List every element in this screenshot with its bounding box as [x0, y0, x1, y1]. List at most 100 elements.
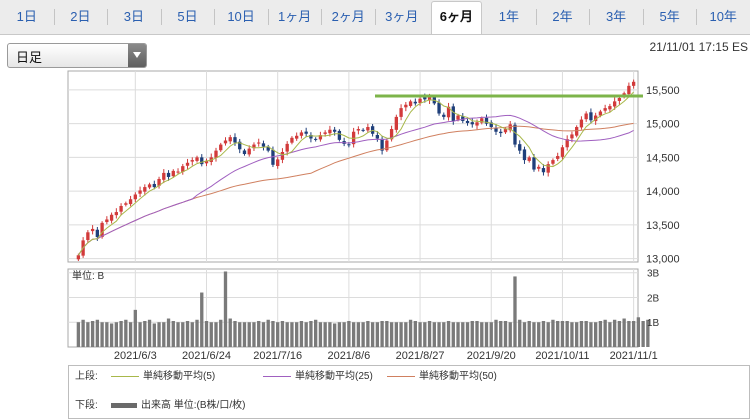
candle-body	[484, 117, 489, 124]
volume-bar	[204, 321, 209, 347]
volume-bar	[631, 321, 636, 347]
candle	[242, 148, 247, 156]
candle	[408, 99, 413, 108]
candle	[195, 155, 199, 163]
candle-body	[309, 134, 313, 139]
tab-5[interactable]: 1ヶ月	[278, 9, 312, 24]
candle-body	[152, 183, 156, 188]
candle	[200, 154, 204, 167]
tab-7[interactable]: 3ヶ月	[385, 9, 419, 24]
candle-body	[314, 138, 318, 140]
legend-volume: 出来高 単位:(B株/口/枚)	[111, 399, 245, 413]
volume-bar	[133, 309, 137, 347]
date-label: 2021/6/3	[114, 350, 157, 362]
ma25-swatch	[263, 375, 291, 377]
tab-2[interactable]: 3日	[123, 9, 145, 24]
tab-3[interactable]: 5日	[177, 9, 198, 24]
candle-body	[304, 131, 308, 134]
candle-body	[446, 106, 451, 118]
volume-bar	[370, 322, 375, 347]
candle-body	[427, 96, 432, 101]
volume-bar	[276, 322, 280, 347]
legend-upper-row: 上段: 単純移動平均(5) 単純移動平均(25) 単純移動平均(50)	[75, 370, 735, 384]
volume-bar	[413, 321, 417, 347]
timestamp: 21/11/01 17:15 ES	[649, 40, 748, 54]
period-tabs: 1日 2日 3日 5日 10日 1ヶ月 2ヶ月 3ヶ月 6ヶ月 1年 2年 3年 5年 10年	[0, 0, 750, 35]
legend-ma50: 単純移動平均(50)	[387, 370, 497, 384]
period-select[interactable]: 日足	[7, 43, 147, 68]
tab-0[interactable]: 1日	[16, 9, 37, 24]
candle	[337, 129, 342, 142]
candle	[366, 123, 370, 133]
candle	[465, 118, 470, 126]
candle	[119, 203, 123, 216]
tab-10[interactable]: 2年	[552, 9, 573, 24]
volume-bar	[527, 321, 531, 347]
candle-body	[541, 168, 546, 173]
volume-tick-label: 2B	[647, 293, 660, 304]
candle-body	[480, 118, 484, 123]
candle-body	[617, 97, 622, 101]
ma5-swatch	[111, 375, 139, 377]
volume-bar	[328, 322, 332, 347]
legend-ma5: 単純移動平均(5)	[111, 370, 215, 384]
volume-bar	[389, 322, 394, 347]
candle-body	[527, 157, 531, 161]
volume-bar	[598, 321, 603, 347]
candle	[176, 168, 180, 175]
tab-separator	[321, 9, 323, 25]
price-tick-label: 15,000	[646, 119, 680, 131]
candle-body	[608, 106, 612, 110]
volume-bar	[109, 323, 114, 347]
volume-bar	[541, 321, 546, 347]
legend-lower-label: 下段:	[75, 400, 98, 411]
candle-body	[565, 139, 569, 148]
volume-bar	[304, 322, 308, 347]
candle	[470, 118, 474, 128]
tab-separator	[535, 9, 537, 25]
candle-body	[195, 157, 199, 161]
volume-bar	[190, 322, 194, 347]
candle-body	[280, 151, 285, 160]
volume-bar	[95, 319, 100, 347]
candle-body	[570, 134, 574, 139]
candle	[418, 96, 422, 106]
candle	[147, 182, 152, 190]
candle	[247, 145, 251, 157]
tab-4[interactable]: 10日	[227, 9, 255, 24]
tab-13[interactable]: 10年	[709, 9, 737, 24]
volume-bar	[280, 321, 285, 347]
tab-11[interactable]: 3年	[605, 9, 627, 24]
tab-6[interactable]: 2ヶ月	[331, 9, 365, 24]
tab-12[interactable]: 5年	[659, 9, 680, 24]
volume-bar	[332, 323, 337, 347]
ma25-line	[77, 114, 634, 256]
volume-bar	[295, 322, 299, 347]
candle-body	[399, 108, 403, 117]
volume-bar	[427, 321, 432, 347]
volume-bar	[228, 318, 232, 347]
candle-body	[437, 102, 441, 114]
candle-body	[356, 129, 361, 131]
volume-bar	[470, 321, 474, 347]
dropdown-button[interactable]	[128, 44, 146, 67]
candle-body	[627, 85, 631, 95]
volume-bar	[513, 276, 517, 347]
tab-9[interactable]: 1年	[498, 9, 520, 24]
volume-bar	[337, 322, 342, 347]
volume-bar	[176, 322, 180, 347]
candle	[219, 142, 223, 152]
volume-bar	[86, 322, 90, 347]
volume-bar	[603, 319, 607, 347]
candle	[494, 123, 498, 136]
candle-body	[389, 129, 394, 140]
candle	[252, 142, 256, 151]
candle-body	[465, 120, 470, 123]
tab-1[interactable]: 2日	[70, 9, 91, 24]
candle-body	[143, 187, 147, 192]
candle	[589, 108, 593, 124]
candle-body	[394, 116, 398, 130]
volume-bar	[76, 322, 81, 347]
tab-8[interactable]: 6ヶ月	[430, 1, 483, 34]
volume-bar	[537, 322, 541, 347]
